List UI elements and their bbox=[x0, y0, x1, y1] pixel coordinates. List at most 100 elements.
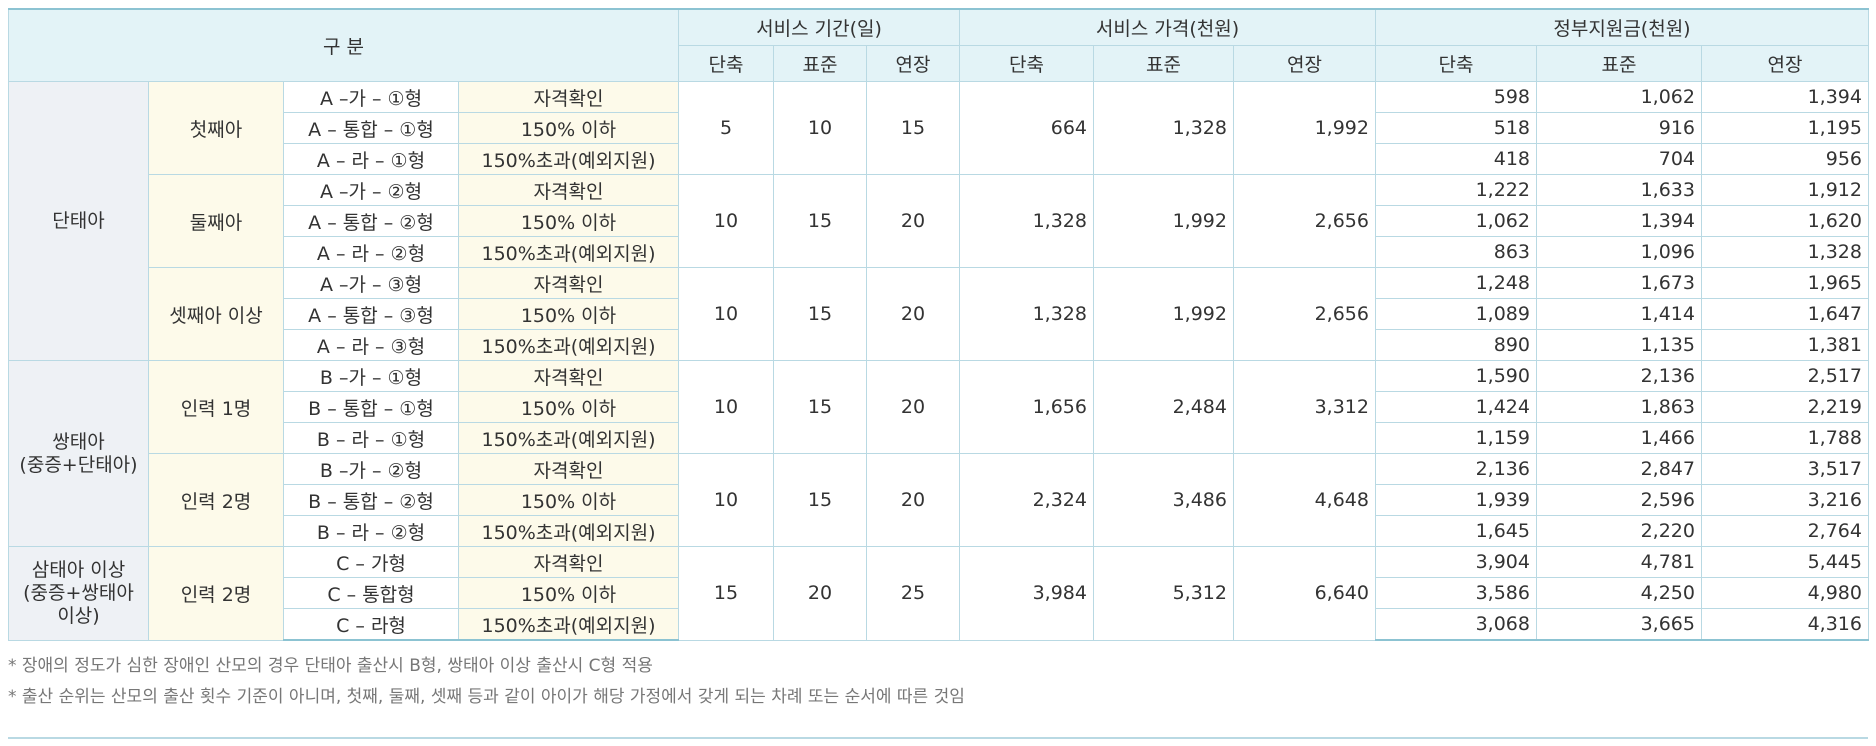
period-extended: 15 bbox=[866, 81, 960, 175]
type-code: A – 통합 – ②형 bbox=[283, 205, 459, 237]
support-extended: 1,620 bbox=[1701, 205, 1869, 237]
support-short: 1,248 bbox=[1375, 267, 1537, 299]
subgroup-label: 첫째아 bbox=[148, 81, 284, 175]
header-support-short: 단축 bbox=[1375, 45, 1537, 82]
support-standard: 4,781 bbox=[1536, 546, 1702, 578]
subgroup-label: 인력 2명 bbox=[148, 453, 284, 547]
period-short: 10 bbox=[678, 174, 774, 268]
eligibility: 150%초과(예외지원) bbox=[458, 236, 679, 268]
support-standard: 1,673 bbox=[1536, 267, 1702, 299]
eligibility: 자격확인 bbox=[458, 81, 679, 113]
table-body: 단태아 첫째아 A –가 – ①형 자격확인 5 10 15 664 1,328 1,992 598… bbox=[8, 81, 1869, 641]
support-standard: 2,136 bbox=[1536, 360, 1702, 392]
support-standard: 1,466 bbox=[1536, 422, 1702, 454]
eligibility: 자격확인 bbox=[458, 174, 679, 206]
support-standard: 1,096 bbox=[1536, 236, 1702, 268]
subgroup-label: 인력 2명 bbox=[148, 546, 284, 641]
group-label: 쌍태아 (중증+단태아) bbox=[8, 360, 149, 547]
support-standard: 1,135 bbox=[1536, 329, 1702, 361]
price-standard: 1,992 bbox=[1093, 174, 1234, 268]
type-code: A – 라 – ①형 bbox=[283, 143, 459, 175]
type-code: C – 가형 bbox=[283, 546, 459, 578]
support-extended: 3,517 bbox=[1701, 453, 1869, 485]
type-code: C – 라형 bbox=[283, 608, 459, 641]
price-short: 1,328 bbox=[959, 174, 1094, 268]
fee-table-container: 구 분 서비스 기간(일) 서비스 가격(천원) 정부지원금(천원) 단축 표준… bbox=[8, 8, 1869, 713]
eligibility: 150%초과(예외지원) bbox=[458, 515, 679, 547]
price-extended: 6,640 bbox=[1233, 546, 1376, 641]
support-short: 2,136 bbox=[1375, 453, 1537, 485]
period-standard: 15 bbox=[773, 453, 867, 547]
support-short: 1,089 bbox=[1375, 298, 1537, 330]
support-extended: 1,912 bbox=[1701, 174, 1869, 206]
type-code: C – 통합형 bbox=[283, 577, 459, 609]
support-standard: 1,414 bbox=[1536, 298, 1702, 330]
header-support-standard: 표준 bbox=[1536, 45, 1702, 82]
table-row: 쌍태아 (중증+단태아) 인력 1명 B –가 – ①형 자격확인 10 15 20 1,65… bbox=[8, 360, 1869, 547]
period-extended: 20 bbox=[866, 453, 960, 547]
support-short: 890 bbox=[1375, 329, 1537, 361]
support-short: 418 bbox=[1375, 143, 1537, 175]
support-short: 1,159 bbox=[1375, 422, 1537, 454]
period-extended: 20 bbox=[866, 174, 960, 268]
support-standard: 2,847 bbox=[1536, 453, 1702, 485]
support-standard: 916 bbox=[1536, 112, 1702, 144]
support-short: 1,645 bbox=[1375, 515, 1537, 547]
support-extended: 2,517 bbox=[1701, 360, 1869, 392]
group-label: 삼태아 이상 (중증+쌍태아 이상) bbox=[8, 546, 149, 641]
bottom-divider bbox=[8, 737, 1868, 739]
support-extended: 1,381 bbox=[1701, 329, 1869, 361]
eligibility: 150% 이하 bbox=[458, 484, 679, 516]
support-standard: 1,633 bbox=[1536, 174, 1702, 206]
period-extended: 20 bbox=[866, 267, 960, 361]
eligibility: 자격확인 bbox=[458, 546, 679, 578]
type-code: B – 라 – ②형 bbox=[283, 515, 459, 547]
period-standard: 15 bbox=[773, 360, 867, 454]
eligibility: 150% 이하 bbox=[458, 577, 679, 609]
price-extended: 2,656 bbox=[1233, 267, 1376, 361]
price-short: 1,328 bbox=[959, 267, 1094, 361]
support-short: 518 bbox=[1375, 112, 1537, 144]
support-short: 1,939 bbox=[1375, 484, 1537, 516]
eligibility: 150%초과(예외지원) bbox=[458, 608, 679, 641]
type-code: A –가 – ②형 bbox=[283, 174, 459, 206]
type-code: A –가 – ③형 bbox=[283, 267, 459, 299]
support-extended: 4,980 bbox=[1701, 577, 1869, 609]
price-extended: 1,992 bbox=[1233, 81, 1376, 175]
price-short: 1,656 bbox=[959, 360, 1094, 454]
support-extended: 2,219 bbox=[1701, 391, 1869, 423]
period-short: 10 bbox=[678, 453, 774, 547]
period-short: 10 bbox=[678, 360, 774, 454]
support-extended: 1,394 bbox=[1701, 81, 1869, 113]
support-short: 1,424 bbox=[1375, 391, 1537, 423]
support-extended: 1,195 bbox=[1701, 112, 1869, 144]
price-standard: 5,312 bbox=[1093, 546, 1234, 641]
price-standard: 1,992 bbox=[1093, 267, 1234, 361]
header-price: 서비스 가격(천원) bbox=[959, 8, 1376, 46]
footnote: * 장애의 정도가 심한 장애인 산모의 경우 단태아 출산시 B형, 쌍태아 … bbox=[8, 656, 653, 676]
support-standard: 704 bbox=[1536, 143, 1702, 175]
support-short: 598 bbox=[1375, 81, 1537, 113]
support-extended: 956 bbox=[1701, 143, 1869, 175]
table-row: A – 라 – ③형 150%초과(예외지원) 890 1,135 1,381 bbox=[9, 329, 1869, 361]
period-standard: 20 bbox=[773, 546, 867, 641]
support-extended: 1,647 bbox=[1701, 298, 1869, 330]
period-standard: 15 bbox=[773, 174, 867, 268]
header-support: 정부지원금(천원) bbox=[1375, 8, 1869, 46]
price-extended: 4,648 bbox=[1233, 453, 1376, 547]
table-row: C – 라형 150%초과(예외지원) 3,068 3,665 4,316 bbox=[9, 608, 1869, 641]
eligibility: 자격확인 bbox=[458, 453, 679, 485]
price-extended: 3,312 bbox=[1233, 360, 1376, 454]
support-standard: 1,062 bbox=[1536, 81, 1702, 113]
header-price-standard: 표준 bbox=[1093, 45, 1234, 82]
support-extended: 3,216 bbox=[1701, 484, 1869, 516]
eligibility: 150% 이하 bbox=[458, 205, 679, 237]
type-code: A –가 – ①형 bbox=[283, 81, 459, 113]
table-row: 삼태아 이상 (중증+쌍태아 이상) 인력 2명 C – 가형 자격확인 15 20 25 3… bbox=[8, 546, 1869, 641]
table-row: B – 라 – ①형 150%초과(예외지원) 1,159 1,466 1,788 bbox=[9, 422, 1869, 454]
period-standard: 15 bbox=[773, 267, 867, 361]
table-row: A – 라 – ①형 150%초과(예외지원) 418 704 956 bbox=[9, 143, 1869, 175]
support-short: 863 bbox=[1375, 236, 1537, 268]
support-short: 1,062 bbox=[1375, 205, 1537, 237]
support-short: 3,586 bbox=[1375, 577, 1537, 609]
